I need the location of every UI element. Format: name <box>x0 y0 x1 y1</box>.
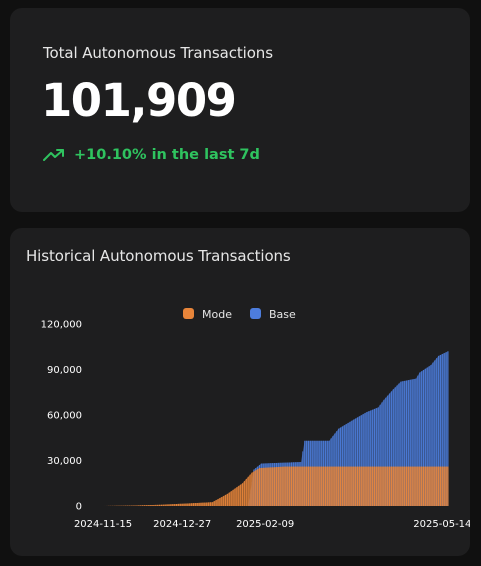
legend-swatch <box>183 308 194 319</box>
x-tick-label: 2024-11-15 <box>74 519 132 530</box>
legend-label: Mode <box>202 308 232 321</box>
x-tick-label: 2024-12-27 <box>153 519 211 530</box>
x-tick-label: 2025-02-09 <box>236 519 294 530</box>
series-area-mode <box>103 466 448 506</box>
total-transactions-card: Total Autonomous Transactions 101,909 +1… <box>10 8 470 212</box>
x-tick-label: 2025-05-14 <box>413 519 470 530</box>
total-transactions-title: Total Autonomous Transactions <box>43 44 273 62</box>
historical-transactions-chart: 0 30,000 60,000 90,000 120,000 2024-11-15 2024… <box>41 308 470 530</box>
trend-text: +10.10% in the last 7d <box>74 147 260 163</box>
y-tick-label: 0 <box>76 502 82 513</box>
legend-label: Base <box>269 308 296 321</box>
total-transactions-value: 101,909 <box>41 74 237 127</box>
trend-indicator: +10.10% in the last 7d <box>42 147 260 163</box>
y-tick-label: 120,000 <box>41 320 82 331</box>
y-tick-label: 30,000 <box>47 456 82 467</box>
legend-swatch <box>250 308 261 319</box>
y-tick-label: 90,000 <box>47 365 82 376</box>
historical-transactions-title: Historical Autonomous Transactions <box>26 247 291 265</box>
y-tick-label: 60,000 <box>47 411 82 422</box>
trending-up-icon <box>42 147 66 163</box>
historical-transactions-card: Historical Autonomous Transactions 0 30,0… <box>10 228 470 556</box>
